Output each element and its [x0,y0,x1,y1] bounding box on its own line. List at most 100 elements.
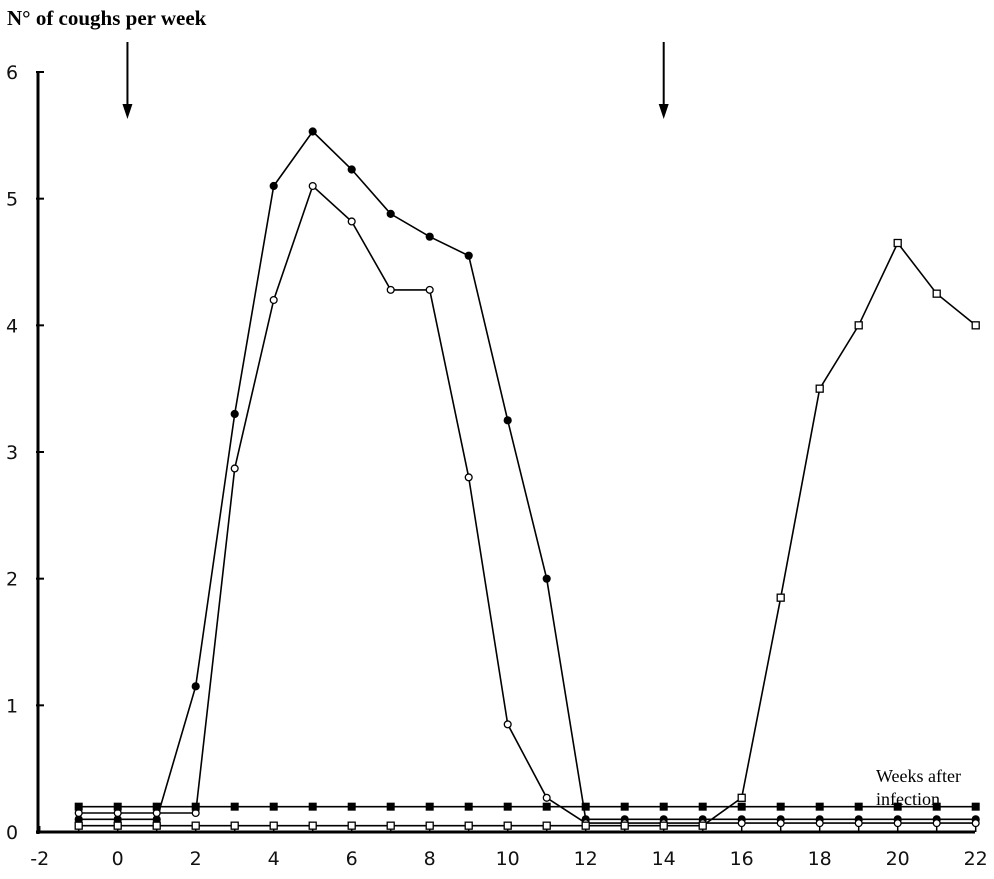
y-tick-label: 5 [6,189,18,211]
series-line [78,130,976,821]
data-point [386,802,395,811]
data-point [425,802,434,811]
data-point [464,802,473,811]
data-point [347,802,356,811]
data-point [464,473,473,482]
x-tick-label: -2 [30,848,49,870]
data-point [152,802,161,811]
data-point [815,802,824,811]
series-layer [74,127,980,830]
data-point [932,802,941,811]
y-tick-label: 3 [6,442,18,464]
data-point [542,802,551,811]
data-point [191,821,200,830]
x-tick-label: 0 [112,848,124,870]
y-tick-label: 4 [6,315,18,337]
x-tick-label: 10 [496,848,520,870]
data-point [581,802,590,811]
data-point [503,720,512,729]
data-point [308,821,317,830]
y-tick-label: 6 [6,62,18,84]
data-point [269,802,278,811]
x-tick-label: 4 [268,848,280,870]
x-tick-label: 20 [886,848,910,870]
data-point [971,802,980,811]
data-point [737,819,746,828]
data-point [230,409,239,419]
arrows [122,42,669,119]
data-point [542,821,551,830]
data-point [971,819,980,828]
data-point [503,416,512,425]
data-point [308,802,317,811]
x-tick-label: 6 [346,848,358,870]
data-point [152,821,161,830]
x-tick-label: 14 [652,848,676,870]
data-point [737,793,746,802]
data-point [425,232,434,241]
data-point [776,819,785,828]
data-point [620,802,629,811]
x-tick-label: 16 [730,848,754,870]
arrow-head [658,104,669,119]
data-point [971,321,980,330]
data-point [503,802,512,811]
data-point [581,821,590,830]
x-tick-label: 18 [808,848,832,870]
data-point [347,217,356,226]
data-point [308,127,317,136]
data-point [776,802,785,811]
x-tick-label: 22 [964,848,988,870]
data-point [542,793,551,802]
data-point [932,819,941,828]
data-point [893,802,902,811]
arrow-head [122,104,133,119]
data-point [659,802,668,811]
data-point [854,819,863,828]
data-point [698,802,707,811]
x-tick-label: 12 [574,848,598,870]
data-point [425,285,434,294]
data-point [503,821,512,830]
data-point [386,285,395,294]
series-filled-circle [74,127,980,824]
data-point [464,821,473,830]
data-point [815,819,824,828]
y-tick-label: 2 [6,569,18,591]
series-filled-square [74,802,980,811]
data-point [386,209,395,218]
data-point [113,802,122,811]
data-point [191,682,200,691]
x-tick-label: 8 [424,848,436,870]
data-point [932,289,941,298]
data-point [74,821,83,830]
data-point [347,821,356,830]
data-point [113,821,122,830]
chart-title: N° of coughs per week [7,6,207,30]
data-point [854,802,863,811]
data-point [191,802,200,811]
data-point [386,821,395,830]
data-point [737,802,746,811]
data-point [308,181,317,191]
data-point [620,821,629,830]
y-tick-label: 1 [6,695,18,717]
series-line [78,184,976,824]
data-point [74,802,83,811]
data-point [347,165,356,174]
data-point [230,821,239,830]
data-point [269,181,278,191]
series-open-square [74,238,980,830]
data-point [698,821,707,830]
data-point [425,821,434,830]
weeks-annotation-line2: infection [876,789,940,809]
data-point [464,251,473,260]
data-point [230,464,239,473]
weeks-annotation-line1: Weeks after [876,766,961,786]
data-point [893,238,902,248]
series-open-circle [74,181,980,828]
data-point [893,819,902,828]
data-point [230,802,239,811]
